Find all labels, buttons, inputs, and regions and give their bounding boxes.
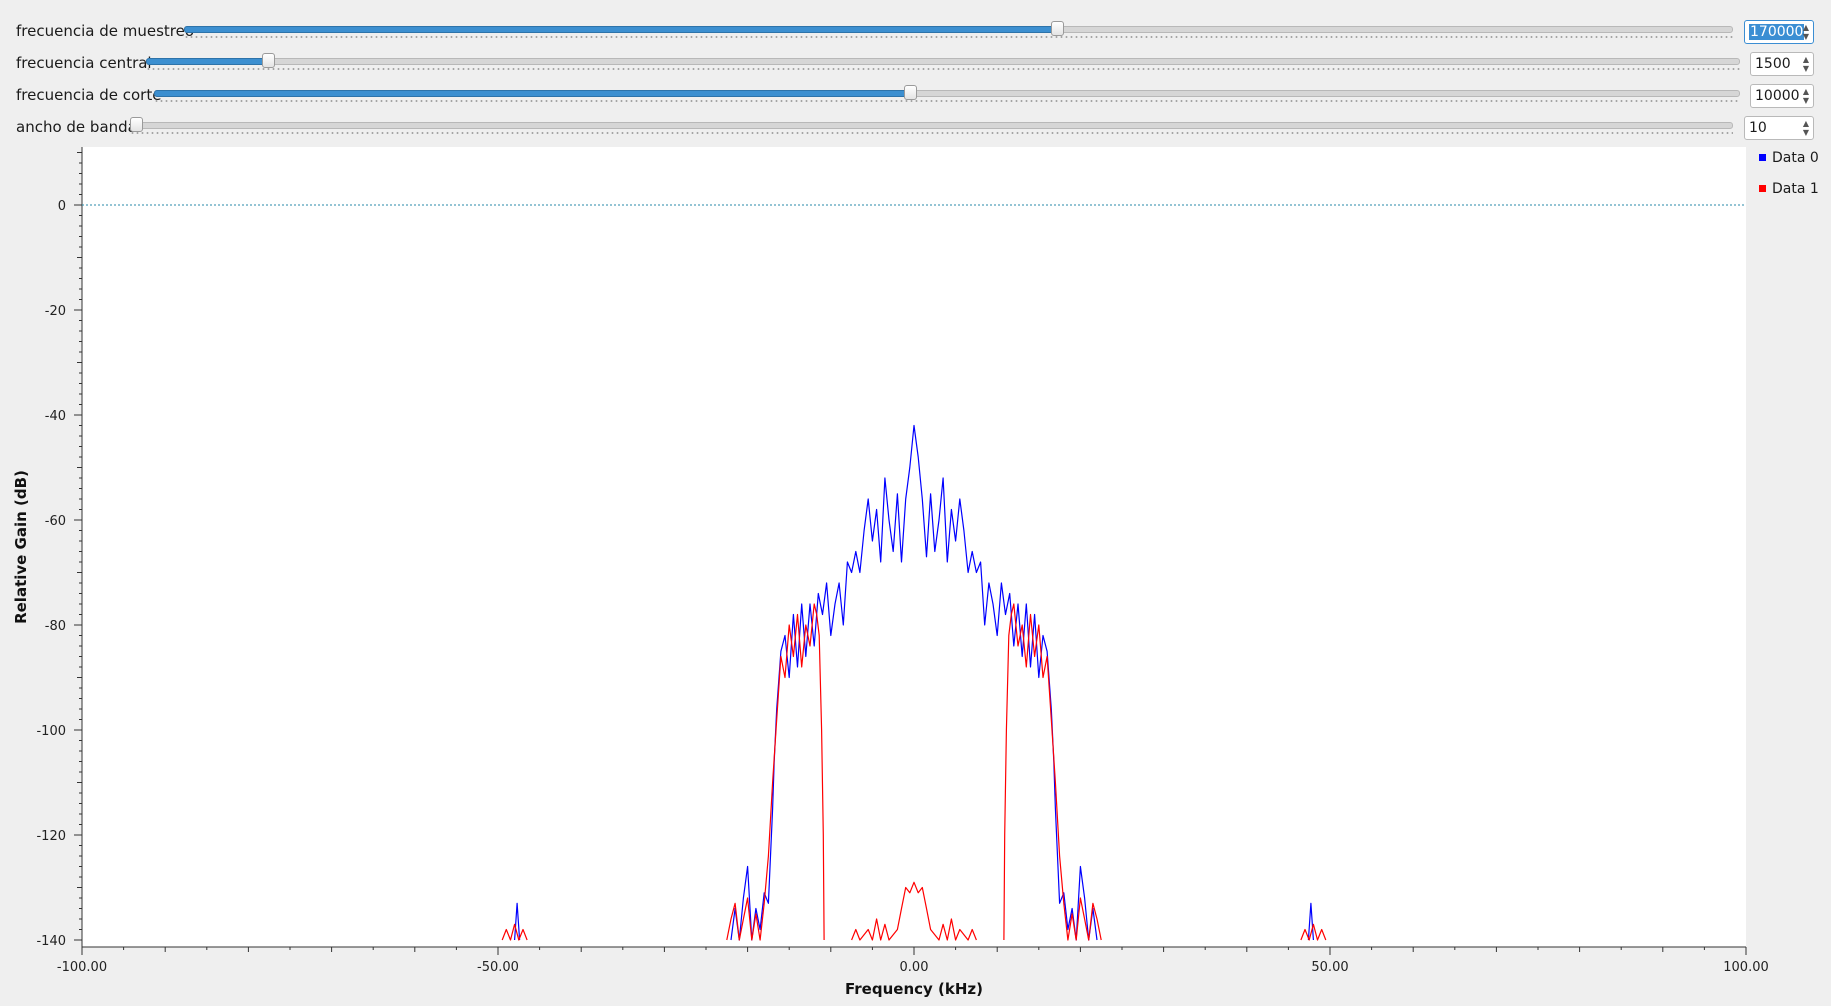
y-tick-label: -80 (45, 619, 66, 634)
y-tick-label: -100 (36, 724, 66, 739)
slider-groove (146, 58, 1740, 65)
y-tick-label: -60 (45, 514, 66, 529)
x-tick-label: 100.00 (1723, 960, 1769, 975)
cutoff-frequency-label: frecuencia de corte (16, 86, 162, 104)
legend-label: Data 0 (1772, 150, 1819, 166)
spin-arrows-icon[interactable]: ▲ ▼ (1802, 119, 1810, 137)
control-row-bandwidth: ancho de banda 10 ▲ ▼ (0, 112, 1831, 144)
x-tick-label: -100.00 (57, 960, 107, 975)
y-axis: 0 -20 -40 -60 -80 -100 -120 -140 (36, 147, 83, 949)
sample-rate-slider[interactable] (184, 16, 1733, 48)
control-row-center-frequency: frecuencia central 1500 ▲ ▼ (0, 48, 1831, 80)
slider-ticks (146, 68, 1740, 70)
bandwidth-slider[interactable] (130, 112, 1733, 144)
series-1-line (501, 923, 528, 941)
spin-arrows-icon[interactable]: ▲ ▼ (1802, 55, 1810, 73)
slider-handle[interactable] (1051, 21, 1064, 36)
slider-groove (130, 122, 1733, 129)
center-frequency-label: frecuencia central (16, 54, 152, 72)
slider-ticks (154, 100, 1740, 102)
slider-fill (146, 58, 268, 65)
y-tick-label: -40 (45, 409, 66, 424)
slider-fill (154, 90, 910, 97)
spinbox-value[interactable]: 170000 (1749, 24, 1805, 40)
slider-ticks (130, 132, 1733, 134)
legend-item-data-0[interactable]: Data 0 (1759, 150, 1819, 166)
bandwidth-spinbox[interactable]: 10 ▲ ▼ (1744, 116, 1814, 140)
slider-handle[interactable] (130, 117, 143, 132)
slider-handle[interactable] (262, 53, 275, 68)
series-1-line (726, 603, 825, 941)
sample-rate-label: frecuencia de muestreo (16, 22, 195, 40)
legend-swatch-data-1 (1759, 185, 1766, 192)
spinbox-value[interactable]: 10000 (1755, 88, 1800, 104)
x-axis: -100.00 -50.00 0.00 50.00 100.00 (57, 946, 1769, 975)
series-layer (501, 424, 1327, 941)
legend-label: Data 1 (1772, 181, 1819, 197)
y-tick-label: 0 (58, 199, 66, 214)
slider-handle[interactable] (904, 85, 917, 100)
sample-rate-spinbox[interactable]: 170000 ▲ ▼ (1744, 20, 1814, 44)
series-1-line (1300, 923, 1327, 941)
center-frequency-slider[interactable] (146, 48, 1740, 80)
slider-ticks (184, 36, 1733, 38)
spin-arrows-icon[interactable]: ▲ ▼ (1802, 23, 1810, 41)
spinbox-value[interactable]: 1500 (1755, 56, 1791, 72)
series-1-line (851, 881, 977, 941)
spin-arrows-icon[interactable]: ▲ ▼ (1802, 87, 1810, 105)
frequency-plot[interactable]: 0 -20 -40 -60 -80 -100 -120 -140 -100.00 -50.00 0… (0, 140, 1831, 1006)
slider-fill (184, 26, 1057, 33)
cutoff-frequency-slider[interactable] (154, 80, 1740, 112)
center-frequency-spinbox[interactable]: 1500 ▲ ▼ (1750, 52, 1814, 76)
x-tick-label: 50.00 (1311, 960, 1348, 975)
control-row-sample-rate: frecuencia de muestreo 170000 ▲ ▼ (0, 16, 1831, 48)
legend-item-data-1[interactable]: Data 1 (1759, 181, 1819, 197)
y-tick-label: -140 (36, 934, 66, 949)
plot-canvas[interactable] (82, 147, 1746, 947)
series-0-line (730, 424, 1098, 941)
control-row-cutoff-frequency: frecuencia de corte 10000 ▲ ▼ (0, 80, 1831, 112)
bandwidth-label: ancho de banda (16, 118, 137, 136)
legend-swatch-data-0 (1759, 154, 1766, 161)
x-tick-label: 0.00 (900, 960, 929, 975)
y-tick-label: -120 (36, 829, 66, 844)
spinbox-value[interactable]: 10 (1749, 120, 1767, 136)
y-axis-label: Relative Gain (dB) (12, 470, 30, 624)
y-tick-label: -20 (45, 304, 66, 319)
cutoff-frequency-spinbox[interactable]: 10000 ▲ ▼ (1750, 84, 1814, 108)
x-tick-label: -50.00 (477, 960, 519, 975)
x-axis-label: Frequency (kHz) (845, 980, 983, 998)
series-1-line (1003, 603, 1102, 941)
